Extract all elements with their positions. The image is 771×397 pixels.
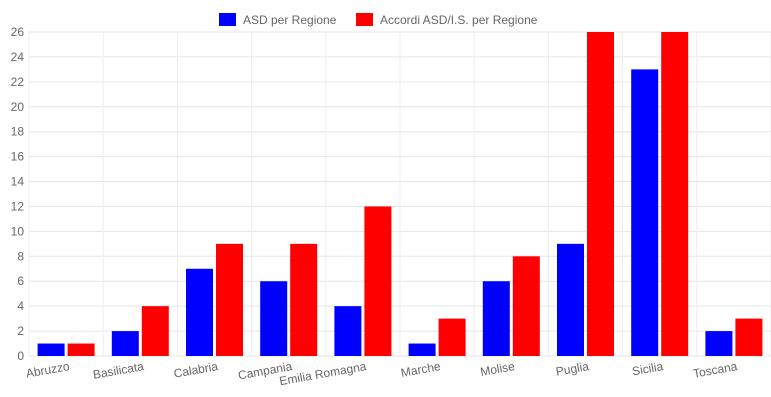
y-tick-label: 20 [11, 100, 25, 114]
y-tick-label: 6 [17, 274, 24, 288]
bar-accordi-puglia[interactable] [587, 32, 614, 356]
x-tick-label: Sicilia [631, 359, 665, 378]
x-tick-label: Molise [479, 359, 516, 379]
y-tick-label: 2 [17, 324, 24, 338]
bar-accordi-campania[interactable] [290, 243, 318, 356]
bar-accordi-abruzzo[interactable] [67, 343, 95, 356]
y-tick-label: 24 [11, 50, 25, 64]
bar-asd-marche[interactable] [408, 343, 436, 356]
bar-asd-abruzzo[interactable] [37, 343, 65, 356]
bar-asd-emilia-romagna[interactable] [334, 306, 362, 356]
y-tick-label: 16 [11, 150, 25, 164]
bar-asd-puglia[interactable] [557, 243, 584, 356]
bar-asd-molise[interactable] [482, 281, 510, 356]
x-tick-label: Puglia [555, 359, 591, 379]
y-tick-label: 10 [11, 224, 25, 238]
x-tick-label: Basilicata [92, 359, 145, 382]
bar-asd-calabria[interactable] [186, 268, 213, 356]
y-tick-label: 4 [17, 299, 24, 313]
y-tick-label: 0 [17, 349, 24, 363]
bar-asd-toscana[interactable] [705, 331, 733, 356]
bar-asd-basilicata[interactable] [111, 331, 139, 356]
y-tick-label: 8 [17, 249, 24, 263]
x-tick-label: Calabria [173, 359, 220, 381]
x-tick-label: Marche [400, 359, 442, 380]
bar-accordi-calabria[interactable] [216, 243, 243, 356]
bar-accordi-emilia-romagna[interactable] [364, 206, 392, 356]
y-tick-label: 14 [11, 175, 25, 189]
bar-accordi-sicilia[interactable] [661, 32, 689, 356]
legend: ASD per Regione Accordi ASD/I.S. per Regi… [219, 13, 538, 27]
x-tick-label: Toscana [692, 359, 739, 381]
bar-asd-sicilia[interactable] [631, 69, 659, 356]
bar-accordi-toscana[interactable] [735, 318, 763, 356]
bar-accordi-basilicata[interactable] [141, 306, 169, 356]
bar-accordi-molise[interactable] [512, 256, 540, 356]
legend-swatch-asd[interactable] [219, 13, 236, 26]
legend-swatch-accordi[interactable] [356, 13, 373, 26]
x-tick-label: Emilia Romagna [278, 359, 367, 388]
bar-asd-campania[interactable] [260, 281, 288, 356]
y-tick-label: 22 [11, 75, 25, 89]
bar-accordi-marche[interactable] [438, 318, 466, 356]
x-axis: Abruzzo Basilicata Calabria CampaniaEmilia … [25, 359, 739, 388]
grid-lines [28, 31, 771, 357]
legend-label-asd[interactable]: ASD per Regione [243, 13, 337, 27]
y-tick-label: 26 [11, 25, 25, 39]
y-tick-label: 12 [11, 199, 25, 213]
x-tick-label: Abruzzo [25, 359, 71, 380]
bars [37, 32, 763, 356]
legend-label-accordi[interactable]: Accordi ASD/I.S. per Regione [380, 13, 538, 27]
y-tick-label: 18 [11, 125, 25, 139]
